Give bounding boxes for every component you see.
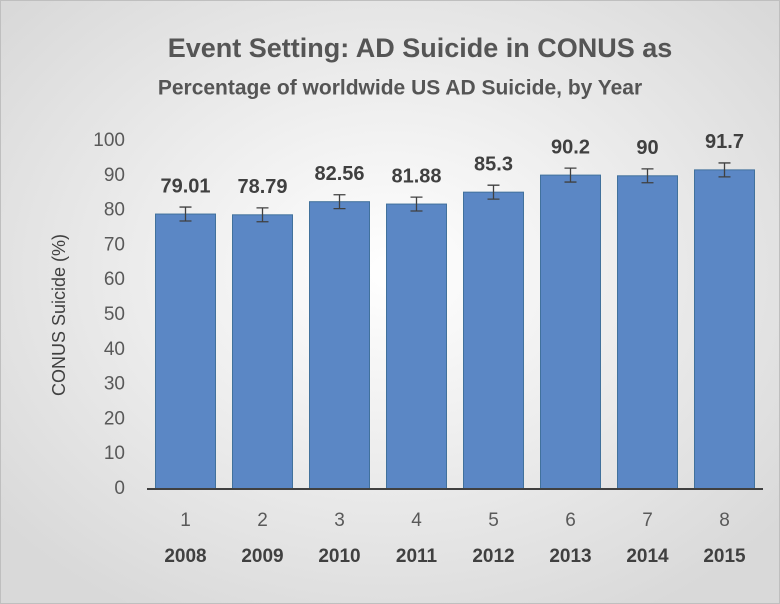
error-bar [487, 184, 500, 200]
x-year-label: 2010 [318, 546, 360, 567]
x-year-label: 2012 [472, 546, 514, 567]
data-label: 90 [636, 137, 658, 159]
bar [540, 174, 601, 490]
y-tick-label: 90 [104, 165, 125, 186]
x-tick-label: 2 [257, 510, 268, 531]
data-label: 90.2 [551, 136, 590, 158]
x-tick-label: 5 [488, 510, 499, 531]
error-bar [333, 194, 346, 210]
x-year-label: 2013 [549, 546, 591, 567]
y-tick-label: 50 [104, 304, 125, 325]
x-tick-label: 3 [334, 510, 345, 531]
bar [155, 213, 216, 490]
bar [463, 191, 524, 490]
error-bar [410, 196, 423, 212]
x-tick-label: 4 [411, 510, 422, 531]
y-tick-label: 30 [104, 374, 125, 395]
x-year-label: 2009 [241, 546, 283, 567]
y-tick-label: 10 [104, 443, 125, 464]
y-tick-label: 70 [104, 234, 125, 255]
data-label: 82.56 [314, 163, 364, 185]
y-tick-label: 20 [104, 408, 125, 429]
x-year-label: 2015 [703, 546, 746, 567]
x-year-label: 2011 [396, 546, 438, 567]
error-bar [564, 167, 577, 183]
chart-subtitle: Percentage of worldwide US AD Suicide, b… [158, 77, 642, 100]
y-tick-label: 60 [104, 269, 125, 290]
y-tick-label: 40 [104, 339, 125, 360]
bar [386, 203, 447, 490]
error-bar [718, 162, 731, 178]
bar [309, 201, 370, 490]
x-year-label: 2014 [626, 546, 669, 567]
data-label: 81.88 [391, 165, 441, 187]
x-tick-label: 6 [565, 510, 576, 531]
y-tick-label: 100 [93, 130, 125, 151]
y-tick-label: 80 [104, 200, 125, 221]
y-tick-label: 0 [114, 478, 125, 499]
x-tick-label: 8 [719, 510, 730, 531]
chart-title: Event Setting: AD Suicide in CONUS as [168, 33, 673, 63]
data-label: 91.7 [705, 131, 744, 153]
data-label: 85.3 [474, 153, 513, 175]
x-year-label: 2008 [164, 546, 206, 567]
data-label: 78.79 [237, 176, 287, 198]
bar [694, 169, 755, 490]
y-axis-label: CONUS Suicide (%) [49, 234, 69, 396]
x-tick-label: 7 [642, 510, 653, 531]
x-tick-label: 1 [180, 510, 191, 531]
error-bar [256, 207, 269, 223]
error-bar [179, 206, 192, 222]
bar [232, 214, 293, 490]
data-label: 79.01 [160, 175, 210, 197]
error-bar [641, 168, 654, 184]
bar [617, 175, 678, 490]
